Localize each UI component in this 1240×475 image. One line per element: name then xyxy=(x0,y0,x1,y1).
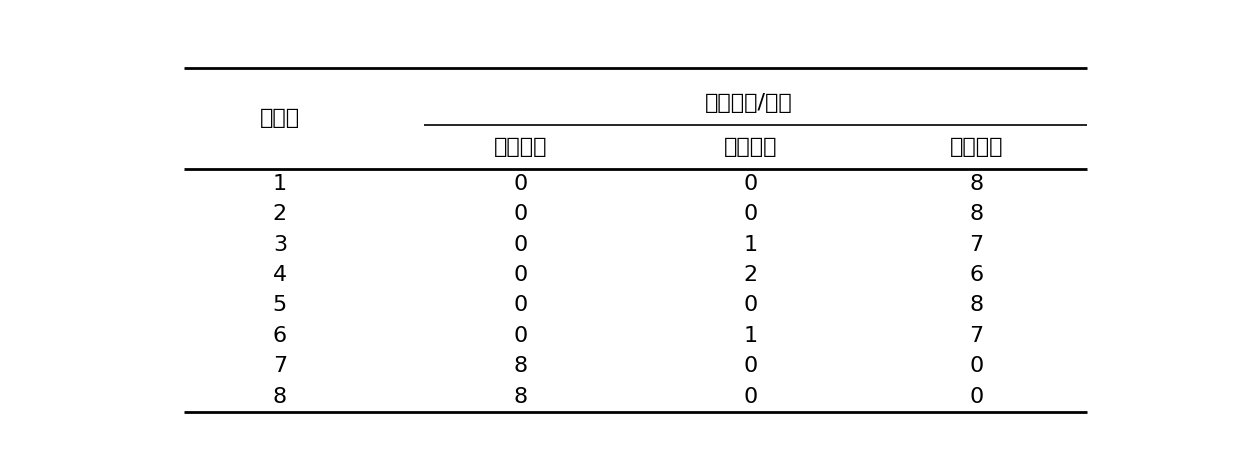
Text: 1: 1 xyxy=(273,174,286,194)
Text: 没有苦味: 没有苦味 xyxy=(950,137,1003,157)
Text: 0: 0 xyxy=(513,235,527,255)
Text: 0: 0 xyxy=(970,387,983,407)
Text: 苦味评价/人数: 苦味评价/人数 xyxy=(704,93,792,113)
Text: 8: 8 xyxy=(970,174,983,194)
Text: 苦味明显: 苦味明显 xyxy=(494,137,547,157)
Text: 5: 5 xyxy=(273,295,286,315)
Text: 8: 8 xyxy=(273,387,286,407)
Text: 6: 6 xyxy=(273,326,286,346)
Text: 0: 0 xyxy=(744,295,758,315)
Text: 2: 2 xyxy=(273,204,286,224)
Text: 0: 0 xyxy=(744,356,758,376)
Text: 1: 1 xyxy=(744,235,758,255)
Text: 0: 0 xyxy=(970,356,983,376)
Text: 0: 0 xyxy=(513,204,527,224)
Text: 略有苦味: 略有苦味 xyxy=(724,137,777,157)
Text: 3: 3 xyxy=(273,235,286,255)
Text: 0: 0 xyxy=(744,204,758,224)
Text: 8: 8 xyxy=(513,387,527,407)
Text: 7: 7 xyxy=(970,326,983,346)
Text: 0: 0 xyxy=(513,326,527,346)
Text: 0: 0 xyxy=(744,387,758,407)
Text: 8: 8 xyxy=(513,356,527,376)
Text: 6: 6 xyxy=(970,265,983,285)
Text: 实施例: 实施例 xyxy=(260,108,300,128)
Text: 0: 0 xyxy=(513,174,527,194)
Text: 7: 7 xyxy=(273,356,286,376)
Text: 4: 4 xyxy=(273,265,286,285)
Text: 8: 8 xyxy=(970,295,983,315)
Text: 0: 0 xyxy=(744,174,758,194)
Text: 1: 1 xyxy=(744,326,758,346)
Text: 8: 8 xyxy=(970,204,983,224)
Text: 7: 7 xyxy=(970,235,983,255)
Text: 0: 0 xyxy=(513,265,527,285)
Text: 2: 2 xyxy=(744,265,758,285)
Text: 0: 0 xyxy=(513,295,527,315)
